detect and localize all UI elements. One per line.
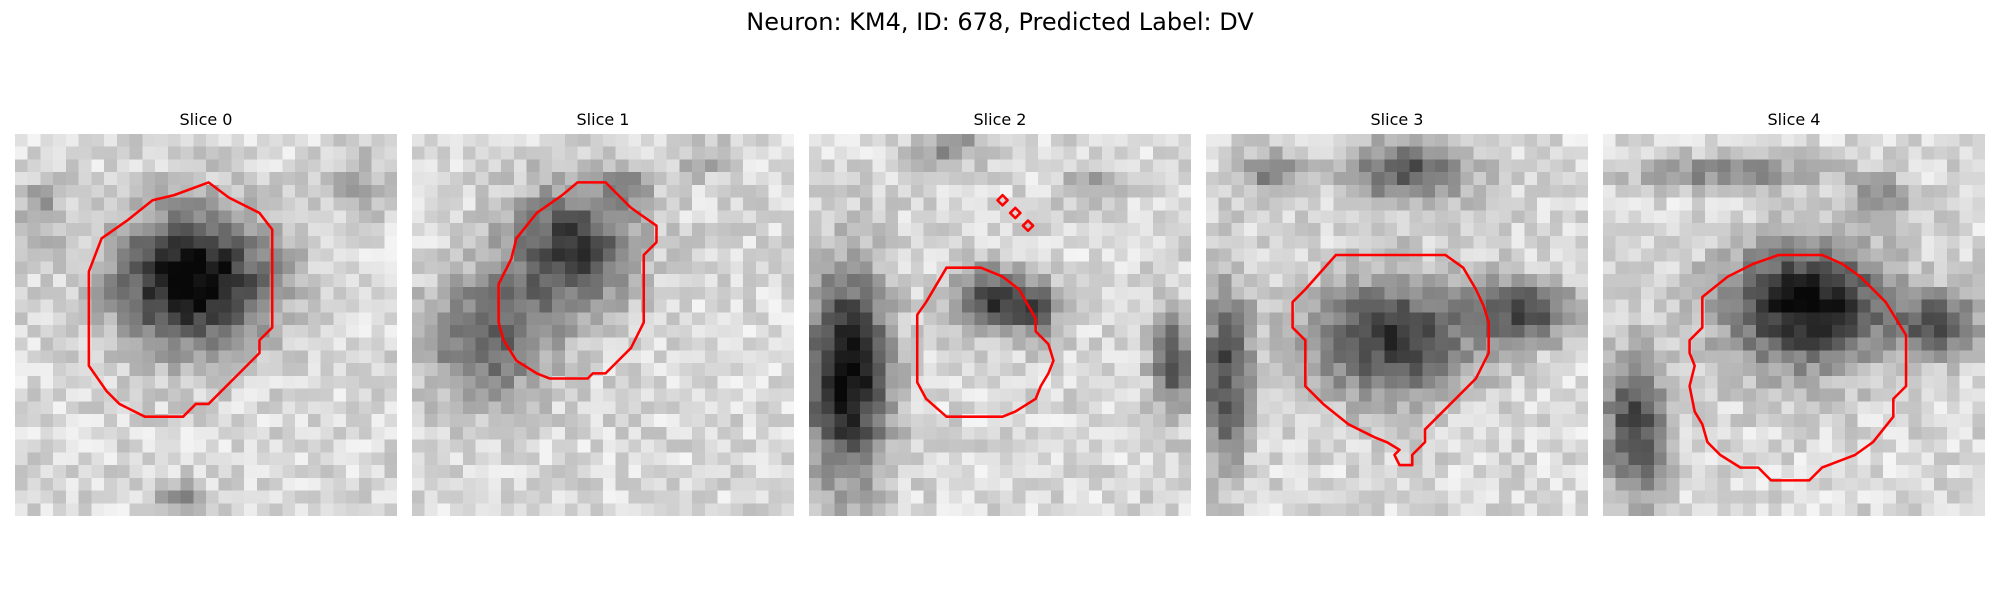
slice-image-4 <box>1603 134 1985 516</box>
panel-title-slice-0: Slice 0 <box>15 110 397 130</box>
grayscale-pixel-grid <box>809 134 1191 516</box>
grayscale-pixel-grid <box>1206 134 1588 516</box>
grayscale-pixel-grid <box>15 134 397 516</box>
panel-title-slice-2: Slice 2 <box>809 110 1191 130</box>
panel-title-slice-1: Slice 1 <box>412 110 794 130</box>
grayscale-pixel-grid <box>1603 134 1985 516</box>
pixel-layer <box>412 134 794 516</box>
pixel-layer <box>809 134 1191 516</box>
panel-title-slice-4: Slice 4 <box>1603 110 1985 130</box>
slice-image-3 <box>1206 134 1588 516</box>
pixel-layer <box>1603 134 1985 516</box>
pixel-layer <box>15 134 397 516</box>
slice-image-0 <box>15 134 397 516</box>
figure-title: Neuron: KM4, ID: 678, Predicted Label: D… <box>0 6 2000 38</box>
grayscale-pixel-grid <box>412 134 794 516</box>
slice-image-1 <box>412 134 794 516</box>
panel-title-slice-3: Slice 3 <box>1206 110 1588 130</box>
slice-image-2 <box>809 134 1191 516</box>
